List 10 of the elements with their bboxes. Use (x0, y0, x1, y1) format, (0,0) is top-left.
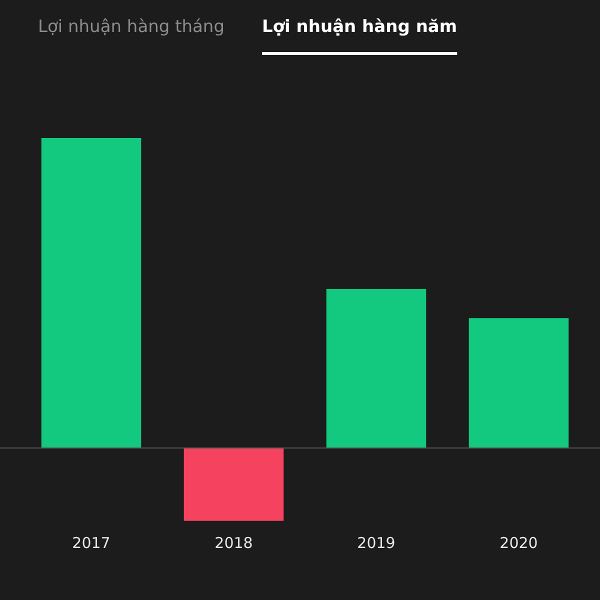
text: Lợi nhuận hàng tháng (38, 17, 225, 37)
bar (184, 448, 284, 521)
x-tick-label: 2018 (214, 534, 253, 552)
bar (326, 288, 426, 448)
x-tick-label: 2017 (72, 534, 110, 552)
bar (41, 138, 142, 448)
text: Lợi nhuận hàng năm (262, 17, 458, 37)
bar (468, 318, 569, 448)
x-tick-label: 2019 (357, 534, 396, 552)
x-tick-label: 2020 (500, 534, 538, 552)
